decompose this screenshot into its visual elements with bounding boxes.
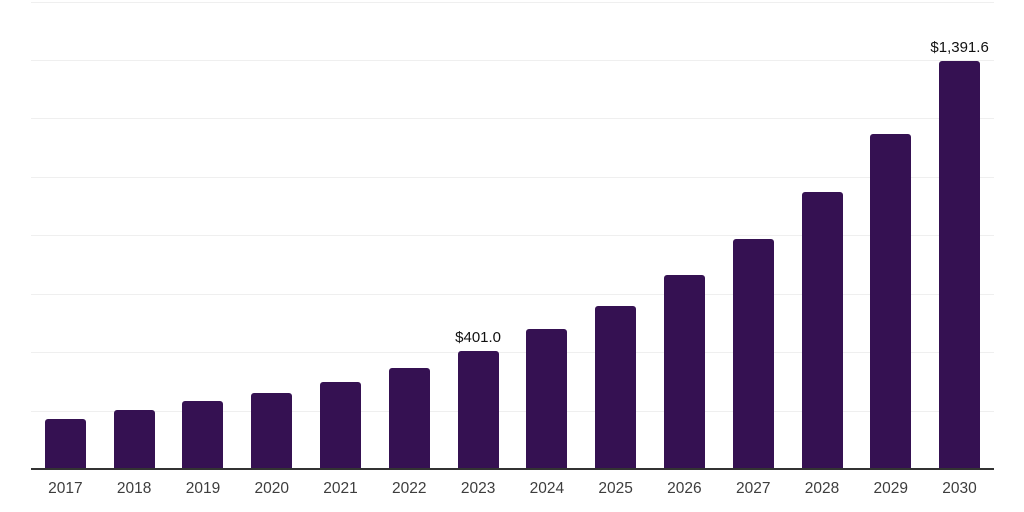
x-tick-label-2018: 2018 bbox=[116, 480, 152, 497]
x-tick-label-2027: 2027 bbox=[735, 480, 771, 497]
bar-2023 bbox=[457, 350, 499, 468]
x-axis-tick-labels: 2017 2018 2019 2020 2021 2022 2023 2024 2025 2026… bbox=[31, 480, 994, 504]
bar-2020 bbox=[251, 393, 293, 468]
bar-2029 bbox=[870, 133, 912, 468]
gridline-400 bbox=[31, 352, 994, 354]
x-tick-label-2020: 2020 bbox=[254, 480, 289, 497]
x-tick-label-2028: 2028 bbox=[804, 480, 840, 497]
plot-area: $401.0 $1,391.6 bbox=[31, 0, 994, 470]
x-tick-label-2025: 2025 bbox=[598, 480, 633, 497]
value-label-2030: $1,391.6 bbox=[930, 39, 989, 57]
bar-2030 bbox=[939, 61, 981, 468]
bar-2027 bbox=[732, 238, 774, 468]
gridline-1400 bbox=[31, 59, 994, 61]
bar-2021 bbox=[320, 381, 362, 468]
gridline-200 bbox=[31, 410, 994, 412]
x-tick-label-2026: 2026 bbox=[667, 480, 702, 497]
gridline-800 bbox=[31, 235, 994, 237]
bar-2024 bbox=[526, 329, 568, 468]
gridline-1600 bbox=[31, 1, 994, 3]
bar-2025 bbox=[595, 305, 637, 468]
x-tick-label-2022: 2022 bbox=[392, 480, 427, 497]
gridline-600 bbox=[31, 293, 994, 295]
bar-2019 bbox=[182, 400, 224, 468]
x-tick-label-2021: 2021 bbox=[323, 480, 358, 497]
x-tick-label-2017: 2017 bbox=[48, 480, 83, 497]
bar-2022 bbox=[388, 368, 430, 468]
bar-2028 bbox=[801, 192, 843, 468]
x-axis-line bbox=[31, 468, 994, 470]
value-label-2023: $401.0 bbox=[455, 328, 502, 346]
bar-2026 bbox=[663, 275, 705, 468]
gridline-1000 bbox=[31, 176, 994, 178]
x-tick-label-2023: 2023 bbox=[460, 480, 496, 497]
bar-2017 bbox=[44, 418, 86, 468]
x-tick-label-2030: 2030 bbox=[942, 480, 977, 497]
x-tick-label-2019: 2019 bbox=[185, 480, 221, 497]
bar-2018 bbox=[113, 410, 155, 468]
x-tick-label-2029: 2029 bbox=[873, 480, 908, 497]
x-tick-label-2024: 2024 bbox=[529, 480, 565, 497]
gridline-1200 bbox=[31, 118, 994, 120]
